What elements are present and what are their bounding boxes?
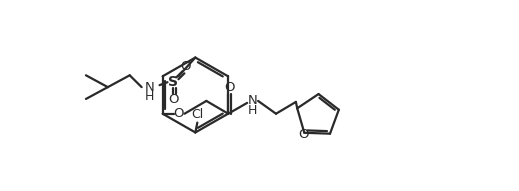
Text: S: S	[169, 75, 179, 89]
Text: Cl: Cl	[191, 108, 203, 121]
Text: O: O	[224, 81, 235, 94]
Text: H: H	[248, 104, 257, 117]
Text: O: O	[180, 60, 190, 73]
Text: O: O	[298, 128, 309, 141]
Text: O: O	[168, 93, 179, 106]
Text: N: N	[145, 81, 155, 94]
Text: N: N	[247, 94, 257, 107]
Text: H: H	[145, 91, 154, 104]
Text: O: O	[173, 107, 184, 120]
